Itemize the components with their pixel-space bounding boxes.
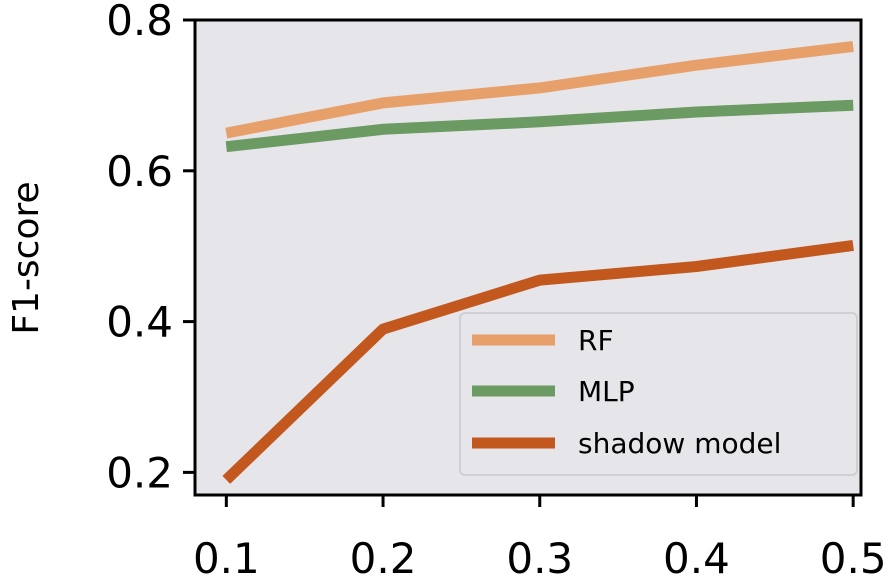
y-tick-label: 0.4 <box>106 298 173 347</box>
series-line-mlp <box>225 99 854 153</box>
legend-label-mlp: MLP <box>578 375 635 408</box>
series-lines <box>222 40 854 484</box>
x-tick-label: 0.3 <box>506 534 573 583</box>
x-tick-label: 0.4 <box>663 534 730 583</box>
x-tick-label: 0.5 <box>820 534 887 583</box>
legend-label-rf: RF <box>578 324 614 357</box>
y-tick-label: 0.8 <box>106 0 173 45</box>
legend-box <box>459 312 858 476</box>
plot-frame <box>193 18 863 497</box>
x-axis-ticks: 0.1 0.2 0.3 0.4 0.5 <box>193 495 887 583</box>
x-tick-label: 0.1 <box>193 534 260 583</box>
series-line-shadow-model <box>222 239 854 484</box>
series-line-rf <box>225 40 854 139</box>
y-axis-label: F1-score <box>6 181 47 334</box>
legend: RF MLP shadow model <box>459 312 858 476</box>
y-tick-label: 0.2 <box>106 448 173 497</box>
legend-label-shadow-model: shadow model <box>578 427 781 460</box>
y-axis-ticks: 0.2 0.4 0.6 0.8 <box>106 0 195 497</box>
x-tick-label: 0.2 <box>350 534 417 583</box>
y-tick-label: 0.6 <box>106 147 173 196</box>
